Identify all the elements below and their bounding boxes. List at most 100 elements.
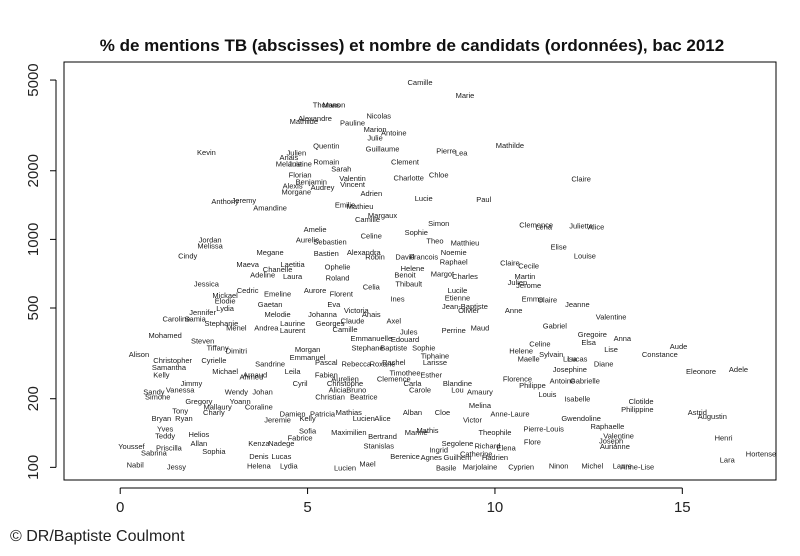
point-label: Astrid (688, 408, 707, 417)
point-label: Vincent (340, 180, 366, 189)
point-label: Emilie (335, 201, 355, 210)
point-label: Mallaury (203, 402, 232, 411)
point-label: Sylvain (539, 350, 563, 359)
point-label: Laura (283, 272, 303, 281)
point-label: Edouard (391, 335, 419, 344)
point-label: Marion (364, 125, 387, 134)
point-label: Aude (670, 342, 688, 351)
point-label: Jennifer (189, 308, 216, 317)
point-label: Anna (614, 334, 632, 343)
point-label: Lise (604, 345, 618, 354)
point-label: Samia (185, 314, 207, 323)
point-label: Nicolas (366, 111, 391, 120)
point-label: Henri (715, 434, 733, 443)
scatter-chart: % de mentions TB (abscisses) et nombre d… (25, 36, 777, 516)
point-label: Georges (316, 319, 345, 328)
point-label: Thibault (395, 280, 423, 289)
point-label: Robin (365, 253, 385, 262)
point-label: Wendy (225, 388, 248, 397)
point-label: Jeanne (565, 300, 590, 309)
point-label: Helene (509, 347, 533, 356)
point-label: Camille (333, 325, 358, 334)
point-label: Audrey (311, 183, 335, 192)
point-label: Charles (452, 272, 478, 281)
y-axis: 100 200 500 1000 2000 5000 (25, 63, 57, 480)
point-label: Lea (455, 149, 468, 158)
point-label: Celia (363, 283, 381, 292)
point-label: Anne-Lise (620, 462, 654, 471)
point-label: Mathieu (347, 202, 374, 211)
point-label: Chanelle (263, 265, 293, 274)
point-label: Victoria (344, 306, 370, 315)
point-label: Alexis (283, 182, 303, 191)
point-label: Cedric (237, 286, 259, 295)
point-label: Pauline (340, 119, 365, 128)
point-label: Carla (404, 379, 423, 388)
point-label: Rebecca (341, 360, 371, 369)
point-label: Larisse (423, 358, 447, 367)
point-label: Louise (574, 251, 596, 260)
plot-area-frame (63, 61, 777, 481)
point-label: Vanessa (166, 385, 195, 394)
point-label: Christian (315, 392, 345, 401)
point-label: Helena (247, 461, 272, 470)
point-label: Isabelle (564, 395, 590, 404)
point-label: Ryan (175, 414, 193, 423)
point-label: Jeremie (264, 416, 291, 425)
point-label: Sandy (143, 388, 165, 397)
point-label: Claude (341, 317, 365, 326)
point-label: Andrea (254, 324, 279, 333)
point-label: Jimmy (181, 379, 203, 388)
y-tick-label: 5000 (25, 63, 42, 96)
point-label: Lou (451, 385, 464, 394)
point-label: Amelie (304, 225, 327, 234)
point-label: Aurelien (331, 375, 359, 384)
point-label: Bertrand (368, 432, 397, 441)
point-label: Nabil (127, 460, 144, 469)
point-label: Philippe (519, 381, 546, 390)
point-label: Victor (463, 416, 483, 425)
point-label: Simon (428, 219, 449, 228)
point-label: Christopher (153, 356, 192, 365)
point-label: Damien (280, 410, 306, 419)
point-label: Lucas (271, 452, 291, 461)
point-label: Sarah (331, 164, 351, 173)
point-label: Kenza (248, 439, 270, 448)
point-label: Elodie (215, 296, 236, 305)
point-label: Catherine (460, 450, 493, 459)
point-label: Clotilde (629, 397, 654, 406)
point-label: Lena (535, 222, 553, 231)
x-axis: 0 5 10 15 (116, 487, 691, 516)
x-tick-label: 15 (674, 499, 691, 516)
point-label: Alice (374, 414, 390, 423)
point-label: Christophe (327, 379, 363, 388)
point-label: Cyril (293, 379, 308, 388)
point-label: Dimitri (226, 347, 248, 356)
point-label: Lydia (280, 461, 298, 470)
y-tick-label: 500 (25, 295, 42, 320)
point-label: Theophile (478, 428, 511, 437)
y-tick-label: 100 (25, 455, 42, 480)
point-label: Youssef (118, 442, 145, 451)
point-label: Helios (188, 430, 209, 439)
point-label: Eva (327, 300, 341, 309)
point-label: Agnes (421, 453, 443, 462)
point-label: Roland (326, 274, 350, 283)
point-label: Maud (471, 324, 490, 333)
point-label: Pierre-Louis (523, 425, 564, 434)
y-tick-label: 2000 (25, 154, 42, 187)
point-label: Alexandra (347, 248, 382, 257)
point-label: Fabien (315, 371, 338, 380)
point-label: Guilhem (444, 453, 472, 462)
point-label: Florent (330, 289, 354, 298)
point-label: Yoann (230, 397, 251, 406)
point-label: Stephanie (204, 319, 238, 328)
point-label: Adeline (250, 271, 275, 280)
point-label: Coraline (245, 402, 273, 411)
point-label: Caroline (162, 314, 190, 323)
point-label: Sandrine (255, 360, 285, 369)
point-label: Mathilde (496, 141, 524, 150)
point-label: Marjolaine (463, 462, 498, 471)
point-label: Elsa (581, 338, 596, 347)
point-label: Mathias (336, 408, 363, 417)
